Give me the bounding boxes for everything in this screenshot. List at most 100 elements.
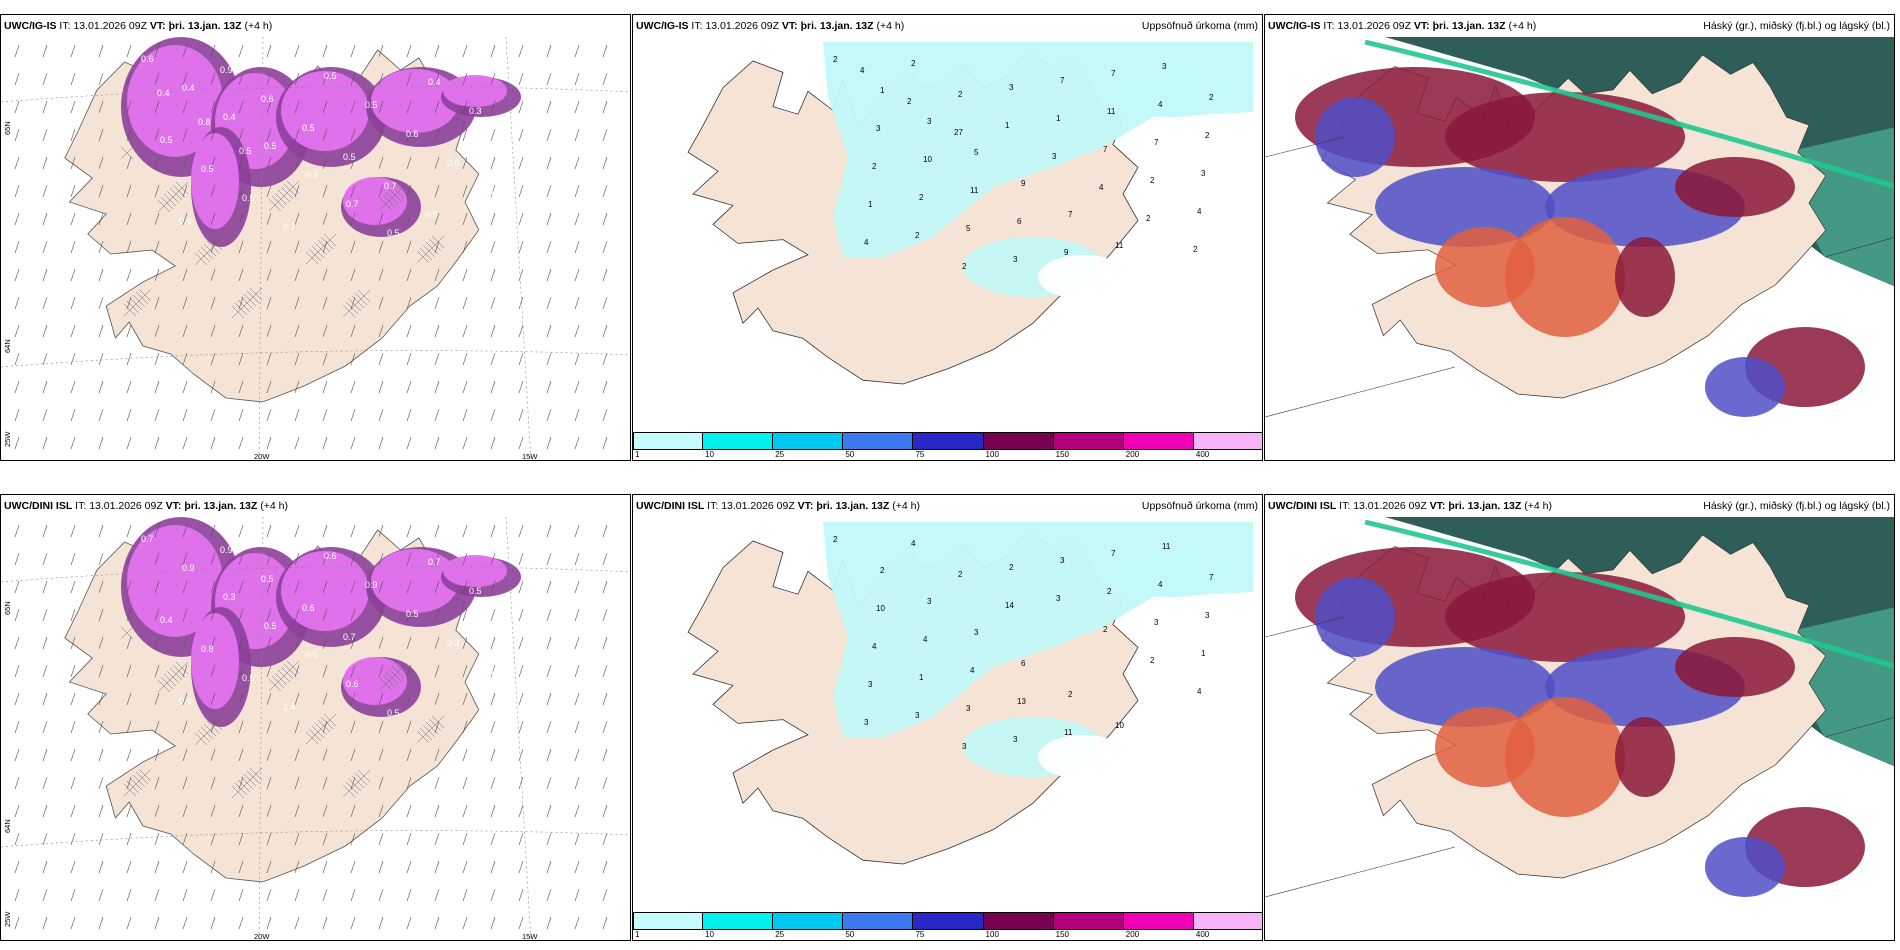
lon-label-20w: 20W	[254, 932, 270, 941]
model-name: UWC/IG-IS	[4, 20, 57, 32]
wind-map: 0.6 0.4 0.4 0.5 0.3 0.7 0.5 0.4 0.3 0.5 0.5 0.5 0.7 0…	[1, 37, 630, 460]
colorbar-label: 25	[775, 930, 785, 939]
wind-barb	[602, 240, 608, 254]
wind-barb	[574, 552, 580, 566]
wind-barb	[602, 748, 608, 762]
wind-barb	[322, 408, 328, 422]
wind-barb	[70, 296, 76, 310]
wind-barb	[294, 72, 300, 86]
precip-value-label: 7	[1111, 549, 1116, 558]
precip-value-label: 2	[1150, 656, 1155, 665]
wind-barb	[210, 268, 216, 282]
wind-barb	[462, 608, 468, 622]
wind-barb	[546, 888, 552, 902]
precip-value-label: 2	[1146, 214, 1151, 223]
wind-value-label: 0.5	[264, 621, 277, 631]
wind-barb	[322, 100, 328, 114]
lat-grid-line	[1, 830, 630, 848]
wind-barb	[322, 212, 328, 226]
wind-value-label: 0.9	[220, 65, 233, 75]
precip-value-label: 3	[927, 117, 932, 126]
wind-barb	[406, 436, 412, 450]
wind-barb	[378, 128, 384, 142]
wind-barb	[266, 436, 272, 450]
wind-barb	[154, 324, 160, 338]
wind-barb	[154, 580, 160, 594]
wind-barb	[42, 608, 48, 622]
wind-value-label: 0.5	[324, 71, 337, 81]
wind-barb	[210, 352, 216, 366]
wind-barb	[518, 380, 524, 394]
wind-barb	[350, 436, 356, 450]
wind-barb	[98, 608, 104, 622]
wind-barb	[462, 916, 468, 930]
wind-barb	[126, 832, 132, 846]
wind-barb	[98, 156, 104, 170]
wind-barb	[490, 552, 496, 566]
wind-barb	[98, 776, 104, 790]
wind-barb	[238, 580, 244, 594]
wind-barb	[210, 832, 216, 846]
wind-barb	[574, 720, 580, 734]
wind-barb	[518, 268, 524, 282]
wind-barb	[602, 776, 608, 790]
hatch-line	[120, 146, 134, 160]
wind-barb	[434, 804, 440, 818]
hatch-line	[431, 715, 445, 729]
cloud-blob	[1375, 167, 1555, 247]
lon-label-15w: 15W	[522, 932, 538, 941]
wind-barb	[98, 436, 104, 450]
precip-value-label: 4	[1158, 100, 1163, 109]
wind-barb	[210, 128, 216, 142]
wind-barb	[350, 776, 356, 790]
border-line	[1824, 237, 1894, 258]
wind-barb	[434, 860, 440, 874]
wind-barb	[42, 100, 48, 114]
wind-barb	[182, 380, 188, 394]
wind-barb	[42, 580, 48, 594]
wind-barb	[378, 692, 384, 706]
wind-barb	[70, 636, 76, 650]
wind-barb	[70, 100, 76, 114]
cloud-blob	[1505, 217, 1625, 337]
wind-barb	[182, 552, 188, 566]
precip-value-label: 2	[1193, 245, 1198, 254]
wind-barb	[42, 524, 48, 538]
wind-barb	[602, 524, 608, 538]
lead-time: (+4 h)	[260, 500, 288, 512]
wind-barb	[294, 352, 300, 366]
cloud-blob	[1505, 697, 1625, 817]
wind-barb	[210, 100, 216, 114]
precip-value-label: 7	[1154, 138, 1159, 147]
wind-barb	[182, 748, 188, 762]
wind-barb	[406, 692, 412, 706]
cloud-blob	[1675, 157, 1795, 217]
wind-barb	[546, 72, 552, 86]
wind-barb	[126, 720, 132, 734]
valid-time: þri. 13.jan. 13Z	[800, 20, 874, 32]
wind-barb	[350, 720, 356, 734]
wind-barb	[266, 692, 272, 706]
wind-barb	[378, 608, 384, 622]
wind-barb	[238, 240, 244, 254]
wind-barb	[546, 580, 552, 594]
wind-barb	[294, 608, 300, 622]
precip-value-label: 1	[1005, 121, 1010, 130]
wind-barb	[406, 128, 412, 142]
wind-barb	[574, 44, 580, 58]
wind-barb	[490, 408, 496, 422]
wind-barb	[70, 380, 76, 394]
wind-value-label: 0.7	[283, 222, 296, 232]
wind-barb	[154, 916, 160, 930]
wind-barb	[350, 832, 356, 846]
wind-barb	[518, 776, 524, 790]
wind-value-label: 0.3	[223, 592, 236, 602]
wind-barb	[434, 128, 440, 142]
wind-barb	[182, 832, 188, 846]
wind-barb	[406, 580, 412, 594]
wind-barb	[406, 664, 412, 678]
wind-barb	[322, 268, 328, 282]
precip-value-label: 2	[833, 55, 838, 64]
wind-barb	[238, 860, 244, 874]
wind-barb	[574, 888, 580, 902]
